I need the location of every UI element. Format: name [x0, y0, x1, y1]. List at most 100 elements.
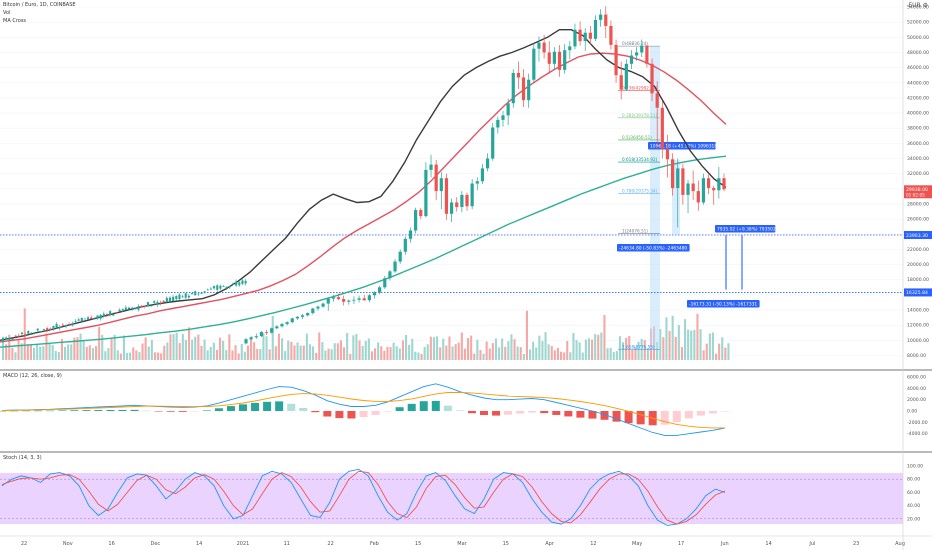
price-tick-label: 42000.00 [907, 95, 929, 101]
macd-histogram-bar [467, 411, 476, 414]
volume-bar [45, 333, 48, 360]
candle-body [231, 283, 235, 285]
volume-bar [420, 353, 423, 360]
symbol-legend[interactable]: Bitcoin / Euro, 1D, COINBASE [3, 2, 76, 8]
volume-bar [724, 347, 727, 360]
time-axis[interactable]: 22 Nov 16 Dec 14 2021 11 22 Feb 15 Mar 15 Apr 12 May 17… [21, 541, 905, 547]
candle-body [285, 322, 289, 325]
time-tick-label: 15 [503, 541, 509, 547]
candle-body [112, 314, 115, 316]
macd-histogram-bar [226, 406, 235, 411]
macd-legend[interactable]: MACD (12, 26, close, 9) [3, 373, 62, 379]
candle-body [143, 305, 146, 307]
candle-body [424, 169, 428, 217]
volume-bar [349, 353, 352, 360]
candle-body [61, 324, 64, 326]
macd-histogram-bar [383, 411, 392, 412]
candle-body [49, 328, 52, 330]
volume-bar [587, 338, 590, 360]
volume-bar [184, 340, 187, 360]
volume-bar [659, 329, 662, 360]
macd-histogram-bar [251, 402, 260, 411]
volume-bar [39, 346, 42, 360]
fib-level-label: 0(48836.24) [622, 41, 648, 46]
candle-body [578, 29, 582, 42]
volume-bar [367, 338, 370, 360]
macd-histogram-bar [395, 407, 404, 411]
stoch-legend[interactable]: Stoch (14, 3, 3) [3, 455, 42, 461]
volume-bar [327, 348, 330, 360]
time-tick-label: Aug [895, 541, 905, 547]
time-tick-label: 2021 [237, 541, 250, 547]
macd-histogram-bar [588, 411, 597, 419]
time-tick-label: 22 [21, 541, 27, 547]
vol-legend[interactable]: Vol [3, 10, 11, 16]
volume-bar [690, 330, 693, 360]
price-tick-label: 32000.00 [907, 171, 929, 177]
price-tick-label: 36000.00 [907, 141, 929, 147]
candle-body [254, 336, 258, 338]
volume-bar [107, 348, 110, 360]
volume-bar [169, 334, 172, 360]
volume-bar [488, 348, 491, 360]
volume-bar [569, 352, 572, 360]
measure-boxes[interactable]: 10963.18 (+45.52%) 1096318 -24634.80 (-50… [617, 142, 776, 308]
grid [0, 6, 903, 356]
price-tick-label: 52000.00 [907, 20, 929, 26]
volume-bar [57, 352, 60, 360]
volume-bar [343, 347, 346, 360]
stoch-tick-label: 80.00 [907, 477, 920, 483]
price-tick-label: 34000.00 [907, 156, 929, 162]
ma-teal-line [0, 155, 727, 348]
volume-bar [550, 346, 553, 360]
macd-histogram-bar [118, 409, 127, 411]
time-tick-label: 23 [853, 541, 859, 547]
volume-bar [246, 345, 249, 360]
gear-icon[interactable]: ⚙ [922, 2, 928, 9]
price-tick-label: 8000.00 [907, 353, 926, 359]
measure-label-box [648, 142, 716, 150]
candle-body [65, 325, 68, 327]
volume-bar [625, 337, 628, 360]
volume-bar [445, 345, 448, 360]
candle-body [342, 299, 346, 302]
candle-body [244, 280, 247, 284]
volume-bar [395, 346, 398, 360]
candle-body [357, 298, 361, 300]
volume-bar [662, 337, 665, 360]
ma-red-line [0, 52, 727, 343]
volume-bar [302, 345, 305, 360]
ma-cross-legend[interactable]: MA Cross [3, 18, 27, 24]
candle-body [557, 51, 562, 70]
price-tick-label: 14000.00 [907, 308, 929, 314]
volume-bar [88, 345, 91, 360]
macd-histogram-bar [70, 410, 79, 411]
candle-body [419, 210, 423, 217]
volume-bar [268, 349, 271, 360]
stoch-tick-label: 100.00 [907, 464, 923, 470]
candle-body [429, 164, 433, 170]
horizontal-levels[interactable] [0, 234, 903, 293]
volume-bar [566, 341, 569, 360]
volume-bar [271, 316, 274, 360]
volume-bar [603, 314, 606, 360]
price-axis[interactable]: 54000.00 52000.00 50000.00 48000.00 46000.00… [904, 5, 932, 360]
volume-bar [181, 333, 184, 360]
currency-label[interactable]: EUR ⚙ [908, 2, 928, 9]
volume-bar [600, 332, 603, 360]
volume-bar [479, 349, 482, 360]
candle-body [609, 25, 613, 45]
candle-body [150, 305, 153, 307]
volume-bar [219, 337, 222, 360]
price-tick-label: 12000.00 [907, 323, 929, 329]
candle-body [527, 79, 531, 101]
candle-body [460, 194, 464, 208]
macd-histogram-bar [684, 411, 693, 419]
fib-level-label: 1(24076.51) [622, 229, 648, 234]
candle-body [619, 75, 623, 90]
candle-body [5, 337, 8, 340]
volume-bar [20, 343, 23, 360]
candle-body [326, 298, 330, 304]
fib-retracement[interactable]: 0(48836.24) 0.236(42992.02) 0.382(39378.11… [618, 41, 680, 350]
